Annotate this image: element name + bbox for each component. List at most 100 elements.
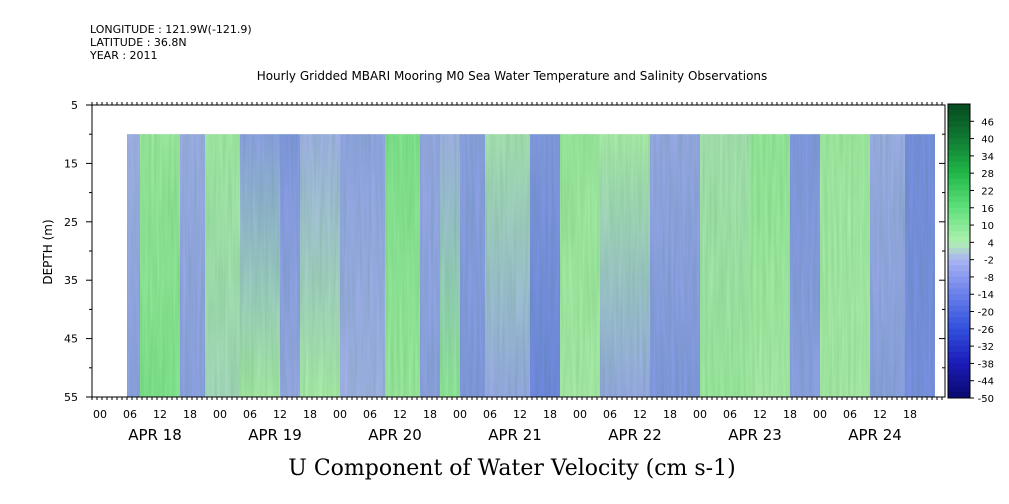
x-hour-label: 18 [423, 408, 437, 421]
colorbar-segment [948, 323, 970, 330]
colorbar-segment [948, 202, 970, 209]
colorbar-segment [948, 127, 970, 134]
colorbar-label: -14 [978, 290, 994, 301]
x-hour-label: 00 [573, 408, 587, 421]
colorbar-label: 10 [981, 221, 994, 232]
x-hour-label: 06 [843, 408, 857, 421]
colorbar-segment [948, 104, 970, 111]
colorbar-label: -8 [984, 273, 994, 284]
y-axis: 5 15 25 35 45 55 [64, 99, 945, 404]
y-tick-label: 45 [64, 333, 78, 346]
year-label: YEAR : 2011 [90, 49, 158, 62]
colorbar-segment [948, 386, 970, 393]
x-axis-label: U Component of Water Velocity (cm s-1) [288, 456, 735, 481]
colorbar-segment [948, 276, 970, 284]
colorbar-segment [948, 236, 970, 243]
colorbar-label: -2 [984, 256, 994, 267]
colorbar-segment [948, 167, 970, 174]
colorbar-segment [948, 242, 970, 249]
colorbar-segment [948, 294, 970, 301]
x-hour-label: 18 [183, 408, 197, 421]
x-hour-label: 00 [213, 408, 227, 421]
y-tick-label: 35 [64, 274, 78, 287]
colorbar-label: -50 [978, 394, 994, 405]
colorbar-segment [948, 161, 970, 168]
colorbar-segment [948, 115, 970, 122]
y-tick-label: 25 [64, 216, 78, 229]
colorbar-segment [948, 311, 970, 318]
longitude-label: LONGITUDE : 121.9W(-121.9) [90, 23, 252, 36]
x-day-label: APR 23 [728, 426, 782, 444]
colorbar-label: 46 [981, 117, 994, 128]
colorbar-segment [948, 380, 970, 387]
colorbar-segment [948, 357, 970, 364]
x-hour-label: 12 [273, 408, 287, 421]
colorbar-segment [948, 351, 970, 359]
colorbar-segment [948, 374, 970, 382]
colorbar-segment [948, 207, 970, 215]
colorbar-segment [948, 121, 970, 128]
x-axis: 00 06 12 18 00 06 12 18 00 06 12 18 00 06 12 18 00 06 12 18… [91, 102, 943, 444]
plot-area [91, 104, 946, 398]
colorbar-segment [948, 369, 970, 376]
colorbar-segment [948, 317, 970, 324]
x-day-label: APR 19 [248, 426, 302, 444]
colorbar-segment [948, 346, 970, 353]
colorbar-segment [948, 178, 970, 186]
colorbar-segment [948, 288, 970, 295]
x-hour-label: 12 [153, 408, 167, 421]
x-hour-label: 06 [603, 408, 617, 421]
colorbar-segment [948, 328, 970, 336]
colorbar-label: -20 [978, 308, 994, 319]
x-hour-label: 00 [813, 408, 827, 421]
colorbar-segment [948, 190, 970, 197]
colorbar-segment [948, 225, 970, 232]
colorbar-label: 28 [981, 169, 994, 180]
colorbar-segment [948, 305, 970, 313]
colorbar-segment [948, 363, 970, 370]
colorbar-label: 4 [988, 238, 994, 249]
y-tick-label: 5 [71, 99, 78, 112]
colorbar-segment [948, 150, 970, 157]
colorbar-segment [948, 132, 970, 140]
x-hour-label: 12 [753, 408, 767, 421]
x-hour-label: 00 [693, 408, 707, 421]
heatmap-texture [127, 134, 935, 397]
x-hour-label: 00 [453, 408, 467, 421]
x-hour-label: 18 [303, 408, 317, 421]
x-hour-label: 06 [363, 408, 377, 421]
x-hour-label: 00 [93, 408, 107, 421]
x-hour-label: 06 [483, 408, 497, 421]
colorbar-label: -44 [978, 377, 994, 388]
x-hour-label: 06 [123, 408, 137, 421]
colorbar-label: -32 [978, 342, 994, 353]
colorbar-segment [948, 184, 970, 191]
colorbar-segment [948, 173, 970, 180]
x-hour-label: 12 [633, 408, 647, 421]
colorbar-segment [948, 259, 970, 266]
colorbar-segment [948, 334, 970, 341]
colorbar-segment [948, 271, 970, 278]
x-hour-label: 18 [543, 408, 557, 421]
x-day-label: APR 18 [128, 426, 182, 444]
colorbar: 46 40 34 28 22 16 10 4 -2 -8 -14 -20 -26 -32 -38 -44 -50 [947, 103, 994, 405]
colorbar-segment [948, 155, 970, 163]
x-hour-label: 12 [513, 408, 527, 421]
x-day-label: APR 24 [848, 426, 902, 444]
colorbar-segment [948, 392, 970, 399]
colorbar-label: 16 [981, 204, 994, 215]
colorbar-segment [948, 248, 970, 255]
colorbar-segment [948, 282, 970, 289]
colorbar-label: -26 [978, 325, 994, 336]
colorbar-label: 34 [981, 152, 994, 163]
x-day-label: APR 20 [368, 426, 422, 444]
x-hour-label: 12 [873, 408, 887, 421]
colorbar-label: 22 [981, 186, 994, 197]
colorbar-label: -38 [978, 359, 994, 370]
y-tick-label: 15 [64, 157, 78, 170]
colorbar-segment [948, 219, 970, 226]
y-axis-label: DEPTH (m) [41, 219, 55, 284]
colorbar-segment [948, 196, 970, 203]
colorbar-segment [948, 300, 970, 307]
